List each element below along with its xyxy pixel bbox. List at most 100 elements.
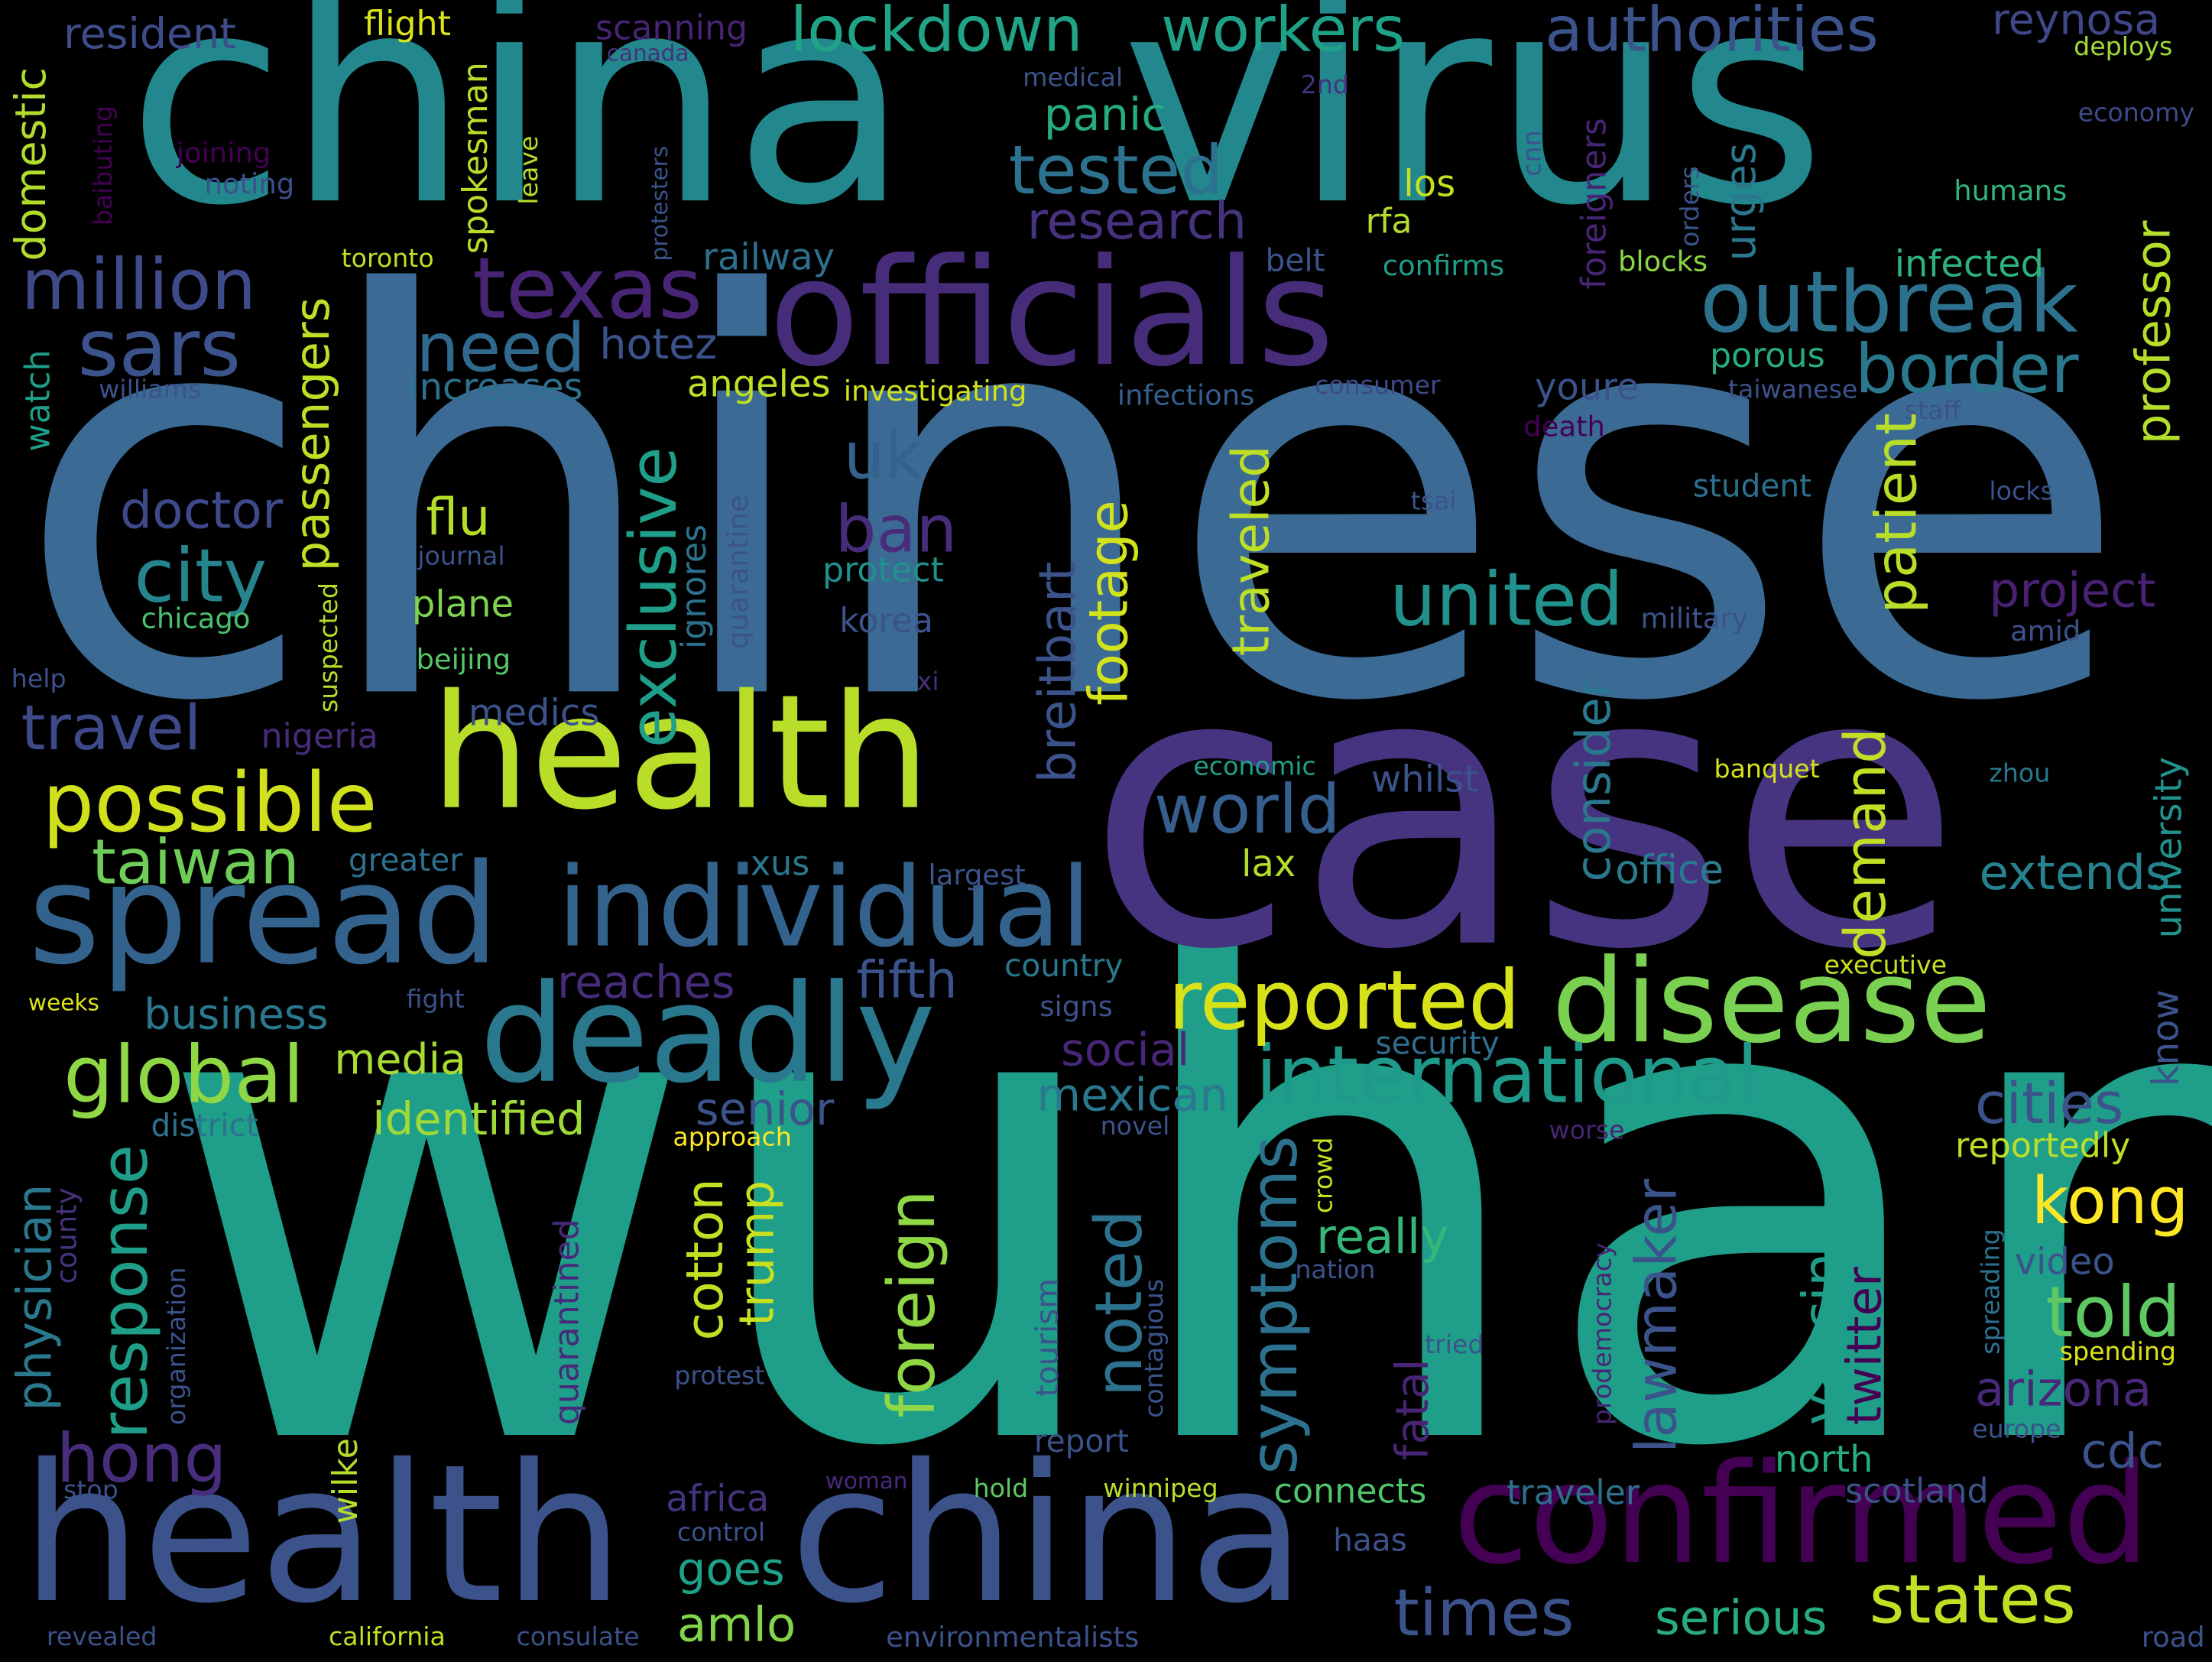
cloud-word: porous <box>1709 336 1825 375</box>
cloud-word: chicago <box>141 601 251 635</box>
cloud-word: spending <box>2059 1337 2177 1368</box>
cloud-word: border <box>1855 329 2079 410</box>
cloud-word: university <box>2148 756 2191 939</box>
cloud-word: protect <box>822 550 944 590</box>
cloud-word: spread <box>28 835 500 997</box>
cloud-word: professor <box>2126 220 2183 445</box>
cloud-word: spokesman <box>456 62 495 255</box>
cloud-word: international <box>1255 1030 1759 1122</box>
cloud-word: global <box>63 1030 305 1122</box>
cloud-word: amid <box>2010 613 2081 648</box>
cloud-word: signs <box>1040 988 1113 1024</box>
cloud-word: breitbart <box>1030 561 1088 784</box>
cloud-word: journal <box>417 541 505 572</box>
cloud-word: patient <box>1864 413 1930 614</box>
cloud-word: toronto <box>341 244 434 274</box>
cloud-word: symptoms <box>1235 1135 1312 1475</box>
cloud-word: individual <box>557 845 1091 972</box>
cloud-word: identified <box>372 1092 585 1146</box>
cloud-word: williams <box>99 375 202 405</box>
cloud-word: contagious <box>1140 1278 1170 1418</box>
cloud-word: noting <box>204 166 295 201</box>
cloud-word: kong <box>2031 1162 2189 1239</box>
cloud-word: goes <box>676 1542 785 1596</box>
cloud-word: ban <box>835 491 958 567</box>
cloud-word: spreading <box>1976 1229 2006 1355</box>
cloud-word: business <box>144 990 329 1040</box>
cloud-word: virus <box>1121 0 1826 270</box>
cloud-word: hotez <box>599 320 718 370</box>
cloud-word: canada <box>606 39 689 67</box>
cloud-word: winnipeg <box>1103 1474 1218 1505</box>
cloud-word: social <box>1060 1023 1190 1077</box>
cloud-word: quarantine <box>721 495 755 650</box>
cloud-word: project <box>1989 563 2156 620</box>
cloud-word: lax <box>1241 843 1296 887</box>
cloud-word: reportedly <box>1955 1125 2131 1166</box>
cloud-word: flight <box>364 4 451 44</box>
cloud-word: research <box>1027 193 1247 252</box>
cloud-word: told <box>2045 1271 2181 1353</box>
cloud-word: report <box>1033 1425 1129 1461</box>
cloud-word: doctor <box>119 482 284 540</box>
cloud-word: video <box>2014 1242 2115 1284</box>
cloud-word: states <box>1869 1560 2077 1640</box>
cloud-word: death <box>1523 409 1605 443</box>
cloud-word: consumer <box>1315 371 1441 401</box>
cloud-word: youre <box>1535 366 1640 410</box>
cloud-word: crowd <box>1309 1137 1339 1214</box>
cloud-word: confirms <box>1382 248 1504 283</box>
cloud-word: travel <box>21 693 202 765</box>
cloud-word: cotton <box>676 1178 735 1341</box>
cloud-word: joining <box>176 135 271 170</box>
cloud-word: urges <box>1717 142 1766 261</box>
cloud-word: security <box>1375 1027 1500 1063</box>
cloud-word: humans <box>1954 174 2068 208</box>
cloud-word: ignores <box>674 524 714 650</box>
cloud-word: extends <box>1979 845 2171 902</box>
cloud-word: times <box>1393 1574 1575 1651</box>
cloud-word: approach <box>673 1123 792 1153</box>
cloud-word: lawmaker <box>1625 1178 1691 1454</box>
cloud-word: authorities <box>1545 0 1879 67</box>
cloud-word: protesters <box>646 145 673 261</box>
cloud-word: taiwan <box>91 826 300 899</box>
cloud-word: really <box>1316 1209 1449 1266</box>
cloud-word: revealed <box>46 1622 157 1653</box>
cloud-word: wilke <box>326 1438 366 1524</box>
cloud-word: china <box>127 0 910 270</box>
cloud-word: scanning <box>595 8 748 48</box>
cloud-word: korea <box>839 601 933 641</box>
cloud-word: city <box>134 534 268 620</box>
cloud-word: zhou <box>1989 758 2051 789</box>
cloud-word: africa <box>666 1479 770 1521</box>
cloud-word: arizona <box>1974 1362 2152 1418</box>
cloud-word: infections <box>1117 378 1255 412</box>
cloud-word: fatal <box>1385 1358 1439 1461</box>
cloud-word: blocks <box>1617 244 1708 278</box>
cloud-word: connects <box>1273 1472 1427 1511</box>
cloud-word: haas <box>1333 1524 1407 1560</box>
cloud-word: confirmed <box>1453 1435 2151 1596</box>
cloud-word: watch <box>18 349 58 452</box>
cloud-word: office <box>1615 846 1724 894</box>
cloud-word: executive <box>1824 950 1948 981</box>
cloud-word: world <box>1153 770 1341 850</box>
cloud-word: cities <box>1974 1072 2124 1138</box>
cloud-word: china <box>790 1423 1306 1646</box>
cloud-word: twitter <box>1837 1267 1893 1426</box>
cloud-word: taiwanese <box>1727 375 1858 405</box>
cloud-word: traveler <box>1507 1472 1640 1513</box>
cloud-word: united <box>1389 558 1623 644</box>
cloud-word: consulate <box>516 1622 640 1653</box>
cloud-word: need <box>416 309 585 388</box>
cloud-word: scotland <box>1845 1472 1989 1511</box>
cloud-word: serious <box>1654 1590 1828 1647</box>
cloud-word: increases <box>409 366 583 410</box>
cloud-word: tried <box>1425 1330 1484 1361</box>
cloud-word: plane <box>411 584 514 627</box>
cloud-word: tested <box>1008 131 1224 211</box>
cloud-word: trump <box>729 1180 787 1326</box>
cloud-word: medics <box>468 693 600 735</box>
cloud-word: angeles <box>686 364 831 407</box>
